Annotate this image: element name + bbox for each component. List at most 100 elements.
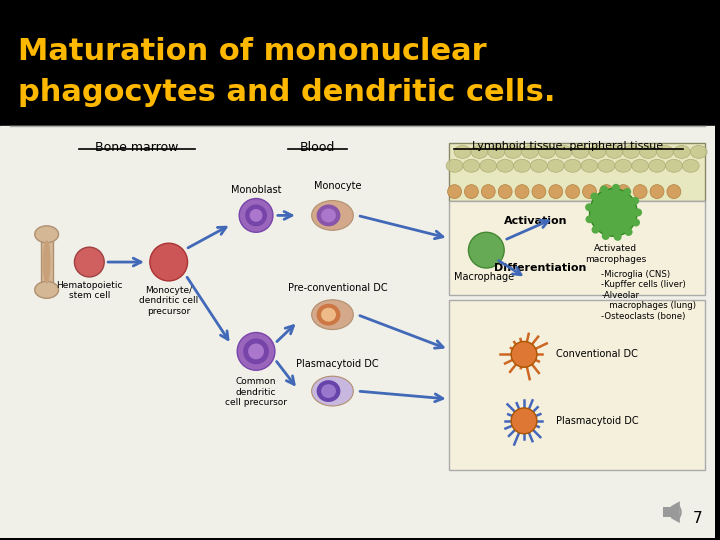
Text: Pre-conventional DC: Pre-conventional DC — [287, 283, 387, 293]
Circle shape — [602, 232, 610, 240]
Text: Hematopoietic
stem cell: Hematopoietic stem cell — [56, 281, 122, 300]
Text: Activation: Activation — [504, 217, 567, 226]
Ellipse shape — [471, 145, 488, 158]
Text: Activated
macrophages: Activated macrophages — [585, 244, 646, 264]
Text: Monoblast: Monoblast — [231, 185, 282, 194]
Bar — [449, 143, 705, 200]
Text: Macrophage: Macrophage — [454, 272, 514, 282]
Ellipse shape — [35, 226, 58, 242]
Circle shape — [616, 185, 630, 199]
Text: 7: 7 — [693, 511, 703, 526]
Text: Plasmacytoid DC: Plasmacytoid DC — [556, 416, 639, 426]
Ellipse shape — [317, 303, 341, 326]
Ellipse shape — [505, 145, 521, 158]
Bar — [663, 507, 671, 517]
Ellipse shape — [683, 159, 699, 172]
Ellipse shape — [497, 159, 513, 172]
Circle shape — [532, 185, 546, 199]
Circle shape — [650, 185, 664, 199]
Text: Monocyte/
dendritic cell
precursor: Monocyte/ dendritic cell precursor — [139, 286, 198, 316]
Ellipse shape — [250, 209, 263, 222]
Circle shape — [469, 232, 504, 268]
Circle shape — [590, 193, 598, 200]
Circle shape — [631, 197, 639, 205]
Circle shape — [582, 185, 596, 199]
Text: Blood: Blood — [300, 141, 336, 154]
Ellipse shape — [572, 145, 589, 158]
Circle shape — [566, 185, 580, 199]
Circle shape — [592, 226, 600, 234]
Circle shape — [585, 215, 593, 223]
Ellipse shape — [321, 308, 336, 322]
Ellipse shape — [488, 145, 505, 158]
Ellipse shape — [531, 159, 547, 172]
Circle shape — [634, 208, 642, 217]
Ellipse shape — [317, 380, 341, 402]
Text: -Microglia (CNS)
-Kupffer cells (liver)
-Alveolar
   macrophages (lung)
-Osteocl: -Microglia (CNS) -Kupffer cells (liver) … — [601, 270, 696, 321]
Ellipse shape — [312, 300, 354, 329]
Ellipse shape — [521, 145, 539, 158]
Ellipse shape — [513, 159, 531, 172]
Text: Differentiation: Differentiation — [494, 263, 587, 273]
Ellipse shape — [248, 343, 264, 359]
Ellipse shape — [446, 159, 463, 172]
Circle shape — [482, 185, 495, 199]
Circle shape — [511, 408, 537, 434]
Ellipse shape — [547, 159, 564, 172]
Circle shape — [612, 184, 620, 192]
Text: Lymphoid tissue, peripheral tissue: Lymphoid tissue, peripheral tissue — [472, 141, 663, 151]
Circle shape — [590, 188, 637, 237]
Text: Plasmacytoid DC: Plasmacytoid DC — [296, 359, 379, 369]
Ellipse shape — [639, 145, 657, 158]
Ellipse shape — [245, 205, 267, 226]
Ellipse shape — [480, 159, 497, 172]
Circle shape — [239, 199, 273, 232]
Ellipse shape — [35, 281, 58, 298]
Circle shape — [600, 185, 608, 193]
Circle shape — [625, 228, 633, 236]
Text: Conventional DC: Conventional DC — [556, 349, 638, 359]
Ellipse shape — [454, 145, 471, 158]
Text: Monocyte: Monocyte — [314, 180, 361, 191]
Circle shape — [585, 203, 593, 211]
Ellipse shape — [606, 145, 623, 158]
Bar — [41, 234, 53, 290]
Text: Maturation of mononuclear: Maturation of mononuclear — [18, 37, 487, 66]
Ellipse shape — [321, 384, 336, 398]
Ellipse shape — [564, 159, 581, 172]
Circle shape — [600, 185, 613, 199]
Ellipse shape — [463, 159, 480, 172]
Circle shape — [237, 333, 275, 370]
Circle shape — [74, 247, 104, 277]
Text: phagocytes and dendritic cells.: phagocytes and dendritic cells. — [18, 78, 555, 107]
Ellipse shape — [657, 145, 673, 158]
Circle shape — [632, 219, 640, 226]
Ellipse shape — [312, 376, 354, 406]
Polygon shape — [671, 501, 680, 523]
Ellipse shape — [631, 159, 649, 172]
Ellipse shape — [312, 200, 354, 230]
Circle shape — [498, 185, 512, 199]
Circle shape — [515, 185, 529, 199]
Circle shape — [633, 185, 647, 199]
Circle shape — [150, 243, 188, 281]
Ellipse shape — [321, 208, 336, 222]
Bar — [0, 126, 714, 538]
Text: Common
dendritic
cell precursor: Common dendritic cell precursor — [225, 377, 287, 407]
Ellipse shape — [42, 240, 50, 284]
Ellipse shape — [555, 145, 572, 158]
Circle shape — [448, 185, 462, 199]
Circle shape — [667, 185, 681, 199]
Ellipse shape — [615, 159, 631, 172]
Ellipse shape — [539, 145, 555, 158]
Ellipse shape — [589, 145, 606, 158]
Circle shape — [624, 188, 631, 196]
Ellipse shape — [665, 159, 683, 172]
Bar — [449, 300, 705, 470]
Circle shape — [464, 185, 478, 199]
Ellipse shape — [598, 159, 615, 172]
Ellipse shape — [317, 205, 341, 226]
Ellipse shape — [690, 145, 707, 158]
Circle shape — [511, 341, 537, 367]
Ellipse shape — [673, 145, 690, 158]
